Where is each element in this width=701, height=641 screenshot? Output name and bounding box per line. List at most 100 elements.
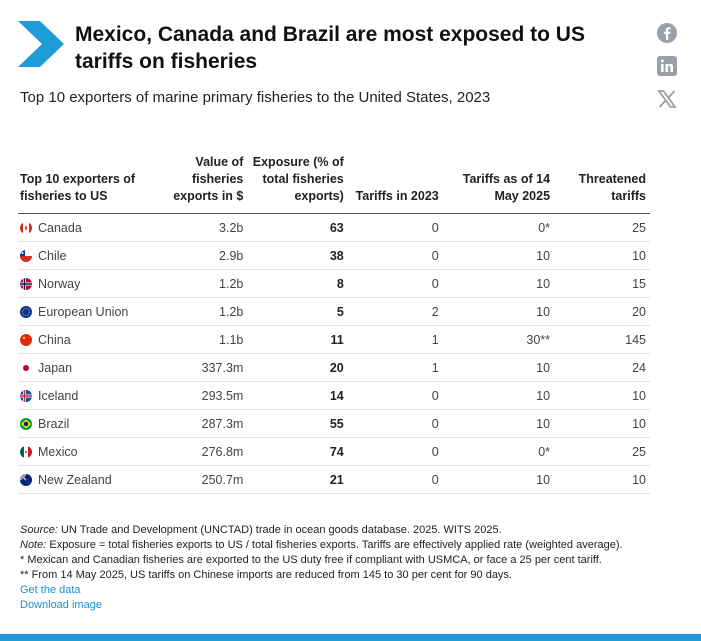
country-name: Chile bbox=[38, 248, 67, 263]
tariff-2023-cell: 0 bbox=[347, 381, 443, 410]
tariff-2023-cell: 0 bbox=[347, 241, 443, 270]
get-data-link[interactable]: Get the data bbox=[20, 584, 81, 596]
linkedin-share-button[interactable] bbox=[656, 55, 680, 79]
tariff-2023-cell: 0 bbox=[347, 465, 443, 494]
table-row: Iceland 293.5m 14 0 10 10 bbox=[18, 381, 650, 410]
tariff-2025-cell: 0* bbox=[442, 437, 555, 466]
chart-title: Mexico, Canada and Brazil are most expos… bbox=[75, 23, 585, 73]
chile-flag-icon bbox=[20, 249, 32, 262]
x-icon bbox=[657, 90, 677, 108]
exposure-cell: 21 bbox=[247, 465, 348, 494]
source-text: UN Trade and Development (UNCTAD) trade … bbox=[57, 524, 502, 536]
value-cell: 1.2b bbox=[157, 269, 248, 298]
value-cell: 337.3m bbox=[157, 353, 248, 382]
table-header-row: Top 10 exporters of fisheries to US Valu… bbox=[18, 143, 650, 214]
footnote-china: ** From 14 May 2025, US tariffs on Chine… bbox=[20, 569, 512, 581]
threatened-tariff-cell: 145 bbox=[554, 325, 650, 354]
country-name: Brazil bbox=[38, 416, 70, 431]
tariff-2023-cell: 0 bbox=[347, 437, 443, 466]
facebook-share-button[interactable] bbox=[656, 22, 680, 46]
exposure-cell: 5 bbox=[247, 297, 348, 326]
value-cell: 250.7m bbox=[157, 465, 248, 494]
tariff-2023-cell: 1 bbox=[347, 325, 443, 354]
col-header-country: Top 10 exporters of fisheries to US bbox=[18, 143, 158, 214]
tariff-2025-cell: 30** bbox=[442, 325, 555, 354]
table-row: Chile 2.9b 38 0 10 10 bbox=[18, 241, 650, 270]
table-row: New Zealand 250.7m 21 0 10 10 bbox=[18, 465, 650, 494]
linkedin-icon bbox=[657, 56, 677, 76]
value-cell: 3.2b bbox=[157, 213, 248, 242]
tariff-2025-cell: 0* bbox=[442, 213, 555, 242]
exposure-cell: 38 bbox=[247, 241, 348, 270]
japan-flag-icon bbox=[20, 361, 32, 374]
country-cell: Norway bbox=[18, 269, 158, 298]
table-row: Norway 1.2b 8 0 10 15 bbox=[18, 269, 650, 298]
threatened-tariff-cell: 10 bbox=[554, 409, 650, 438]
country-cell: Japan bbox=[18, 353, 158, 382]
country-cell: Canada bbox=[18, 213, 158, 242]
table-row: Brazil 287.3m 55 0 10 10 bbox=[18, 409, 650, 438]
note-line: Note: Exposure = total fisheries exports… bbox=[20, 538, 680, 553]
download-image-link[interactable]: Download image bbox=[20, 599, 102, 611]
country-name: Canada bbox=[38, 220, 82, 235]
country-name: New Zealand bbox=[38, 472, 112, 487]
col-header-exposure: Exposure (% of total fisheries exports) bbox=[247, 143, 348, 214]
tariff-2025-cell: 10 bbox=[442, 269, 555, 298]
chart-subtitle: Top 10 exporters of marine primary fishe… bbox=[20, 89, 491, 106]
threatened-tariff-cell: 15 bbox=[554, 269, 650, 298]
value-cell: 276.8m bbox=[157, 437, 248, 466]
exporters-table: Top 10 exporters of fisheries to US Valu… bbox=[18, 143, 650, 494]
new-zealand-flag-icon bbox=[20, 473, 32, 486]
bottom-accent-bar bbox=[0, 634, 701, 641]
country-name: Mexico bbox=[38, 444, 78, 459]
country-cell: Brazil bbox=[18, 409, 158, 438]
tariff-2023-cell: 0 bbox=[347, 213, 443, 242]
brazil-flag-icon bbox=[20, 417, 32, 430]
country-cell: European Union bbox=[18, 297, 158, 326]
country-cell: Iceland bbox=[18, 381, 158, 410]
country-cell: China bbox=[18, 325, 158, 354]
col-header-value: Value of fisheries exports in $ bbox=[157, 143, 248, 214]
value-cell: 1.2b bbox=[157, 297, 248, 326]
col-header-tariffs-2025: Tariffs as of 14 May 2025 bbox=[442, 143, 555, 214]
tariff-2025-cell: 10 bbox=[442, 353, 555, 382]
chart-footer: Source: UN Trade and Development (UNCTAD… bbox=[20, 523, 680, 613]
threatened-tariff-cell: 20 bbox=[554, 297, 650, 326]
country-cell: Chile bbox=[18, 241, 158, 270]
tariff-2023-cell: 0 bbox=[347, 269, 443, 298]
table-row: European Union 1.2b 5 2 10 20 bbox=[18, 297, 650, 326]
threatened-tariff-cell: 25 bbox=[554, 437, 650, 466]
threatened-tariff-cell: 25 bbox=[554, 213, 650, 242]
exposure-cell: 74 bbox=[247, 437, 348, 466]
threatened-tariff-cell: 10 bbox=[554, 465, 650, 494]
exposure-cell: 55 bbox=[247, 409, 348, 438]
source-line: Source: UN Trade and Development (UNCTAD… bbox=[20, 523, 680, 538]
tariff-2023-cell: 0 bbox=[347, 409, 443, 438]
china-flag-icon bbox=[20, 333, 32, 346]
exposure-cell: 20 bbox=[247, 353, 348, 382]
table-row: Canada 3.2b 63 0 0* 25 bbox=[18, 213, 650, 242]
country-cell: New Zealand bbox=[18, 465, 158, 494]
value-cell: 293.5m bbox=[157, 381, 248, 410]
note-label: Note: bbox=[20, 539, 47, 551]
iceland-flag-icon bbox=[20, 389, 32, 402]
tariff-2025-cell: 10 bbox=[442, 297, 555, 326]
canada-flag-icon bbox=[20, 221, 32, 234]
value-cell: 2.9b bbox=[157, 241, 248, 270]
tariff-2023-cell: 1 bbox=[347, 353, 443, 382]
footnote-usmca: * Mexican and Canadian fisheries are exp… bbox=[20, 554, 602, 566]
country-name: Iceland bbox=[38, 388, 79, 403]
threatened-tariff-cell: 10 bbox=[554, 241, 650, 270]
exposure-cell: 63 bbox=[247, 213, 348, 242]
facebook-icon bbox=[657, 23, 677, 43]
country-name: Norway bbox=[38, 276, 81, 291]
x-share-button[interactable] bbox=[656, 88, 680, 112]
col-header-threatened: Threatened tariffs bbox=[554, 143, 650, 214]
country-cell: Mexico bbox=[18, 437, 158, 466]
value-cell: 287.3m bbox=[157, 409, 248, 438]
eu-flag-icon bbox=[20, 305, 32, 318]
tariff-2023-cell: 2 bbox=[347, 297, 443, 326]
tariff-2025-cell: 10 bbox=[442, 381, 555, 410]
country-name: Japan bbox=[38, 360, 73, 375]
country-name: China bbox=[38, 332, 71, 347]
